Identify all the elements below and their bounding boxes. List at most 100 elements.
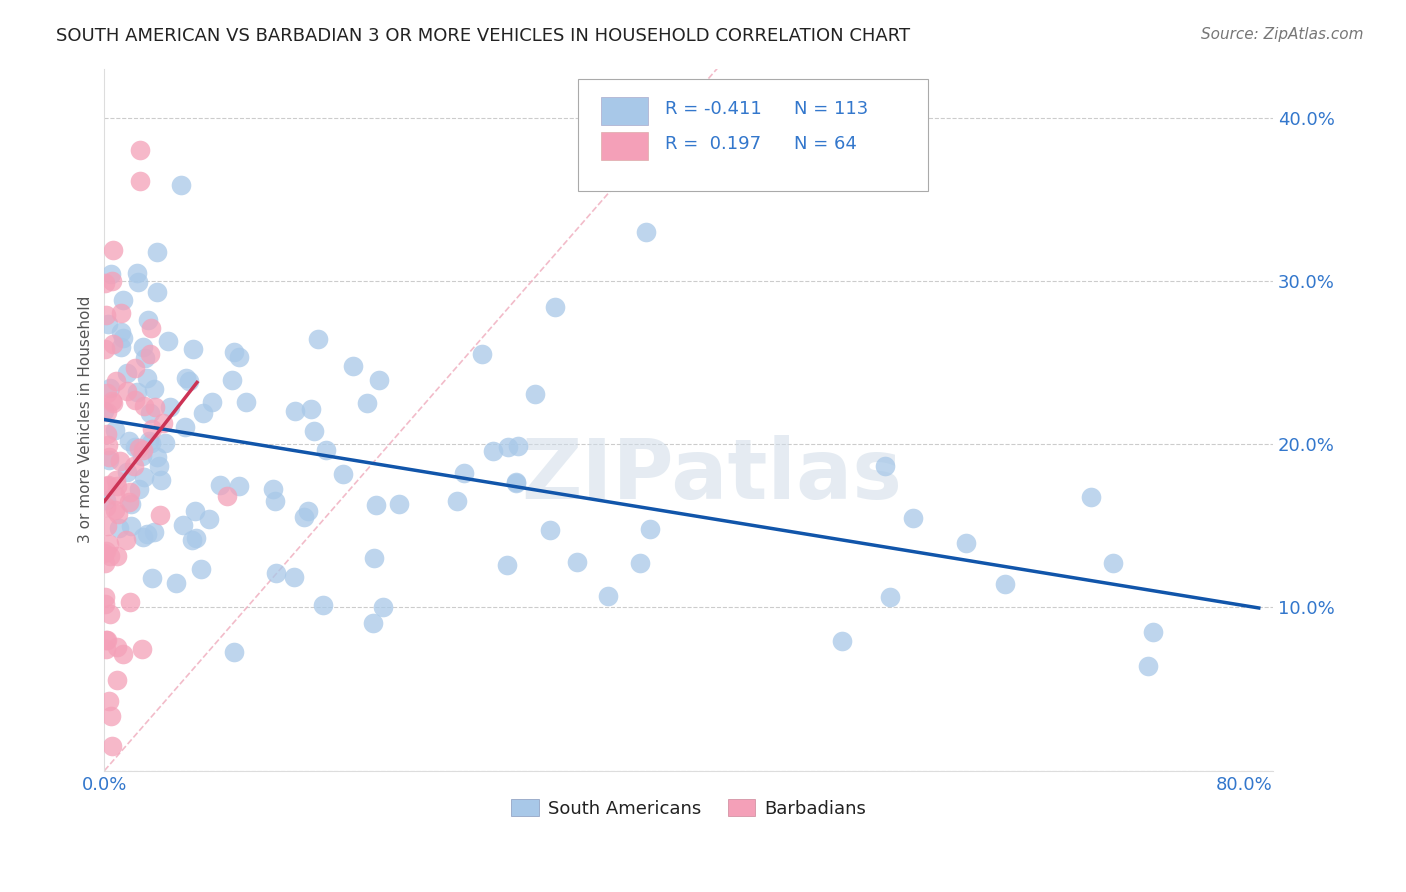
Point xyxy=(117,434,139,448)
Point xyxy=(107,507,129,521)
Point xyxy=(136,371,159,385)
Point xyxy=(96,500,118,515)
Point xyxy=(94,277,117,291)
Point xyxy=(994,576,1017,591)
Point xyxy=(172,518,194,533)
Point xyxy=(596,589,619,603)
Point xyxy=(315,443,337,458)
Point xyxy=(634,225,657,239)
Point xyxy=(505,475,527,489)
Point xyxy=(132,470,155,484)
Point xyxy=(104,488,127,502)
Point xyxy=(498,440,520,454)
Point xyxy=(94,590,117,604)
Y-axis label: 3 or more Vehicles in Household: 3 or more Vehicles in Household xyxy=(79,296,93,543)
Point xyxy=(96,492,118,507)
Point xyxy=(544,300,567,314)
Point xyxy=(96,543,118,558)
Point xyxy=(368,373,391,387)
Point xyxy=(100,274,122,288)
Point xyxy=(181,342,204,356)
Point xyxy=(105,673,128,688)
Point xyxy=(149,508,172,522)
Point xyxy=(342,359,364,373)
Point xyxy=(506,439,529,453)
Point xyxy=(103,243,125,257)
Point xyxy=(363,551,385,566)
Point xyxy=(471,347,494,361)
Point xyxy=(628,557,651,571)
Point xyxy=(446,494,468,508)
Point xyxy=(104,374,127,388)
Point xyxy=(1101,556,1123,570)
Point xyxy=(98,537,121,551)
Point xyxy=(311,598,333,612)
Point xyxy=(264,494,287,508)
Point xyxy=(117,465,139,479)
Point xyxy=(94,632,117,647)
Point xyxy=(193,406,215,420)
Point xyxy=(228,350,250,364)
Point xyxy=(307,332,329,346)
Point xyxy=(505,475,527,490)
Point xyxy=(104,503,127,517)
Point xyxy=(181,533,204,548)
Point xyxy=(101,336,124,351)
Point xyxy=(96,633,118,648)
Point xyxy=(299,401,322,416)
Point xyxy=(174,371,197,385)
Point xyxy=(157,334,180,348)
Point xyxy=(97,437,120,451)
Point xyxy=(124,392,146,407)
Point xyxy=(264,566,287,581)
Point xyxy=(94,309,117,323)
Point xyxy=(221,373,243,387)
Point xyxy=(215,489,238,503)
Point xyxy=(496,558,519,573)
Point xyxy=(150,473,173,487)
Legend: South Americans, Barbadians: South Americans, Barbadians xyxy=(505,792,873,825)
Point xyxy=(190,562,212,576)
Point xyxy=(159,400,181,414)
Point xyxy=(115,367,138,381)
Point xyxy=(284,404,307,418)
Point xyxy=(127,266,149,280)
Text: R = -0.411: R = -0.411 xyxy=(665,100,762,119)
Point xyxy=(100,267,122,281)
Point xyxy=(120,518,142,533)
Point xyxy=(96,405,118,419)
Point xyxy=(105,549,128,563)
Point xyxy=(1142,625,1164,640)
Point xyxy=(132,530,155,544)
Point xyxy=(93,546,115,560)
Point xyxy=(131,443,153,458)
Point xyxy=(98,453,121,467)
Point xyxy=(141,571,163,585)
Point xyxy=(148,458,170,473)
Point xyxy=(124,441,146,455)
Point xyxy=(201,395,224,409)
Point xyxy=(146,285,169,299)
Point xyxy=(903,510,925,524)
Point xyxy=(115,533,138,547)
Point xyxy=(138,434,160,448)
Point xyxy=(100,709,122,723)
Point xyxy=(139,406,162,420)
Point xyxy=(235,395,257,409)
Point xyxy=(128,441,150,455)
Text: Source: ZipAtlas.com: Source: ZipAtlas.com xyxy=(1201,27,1364,42)
Point xyxy=(127,275,149,289)
Point xyxy=(141,422,163,436)
Point xyxy=(112,331,135,345)
Point xyxy=(143,401,166,415)
Point xyxy=(110,454,132,468)
Point xyxy=(96,479,118,493)
Point xyxy=(174,419,197,434)
Point xyxy=(96,427,118,442)
Point xyxy=(366,498,388,512)
Point xyxy=(118,495,141,509)
Point xyxy=(228,479,250,493)
Point xyxy=(165,576,187,591)
Point xyxy=(388,497,411,511)
Point xyxy=(361,615,384,630)
